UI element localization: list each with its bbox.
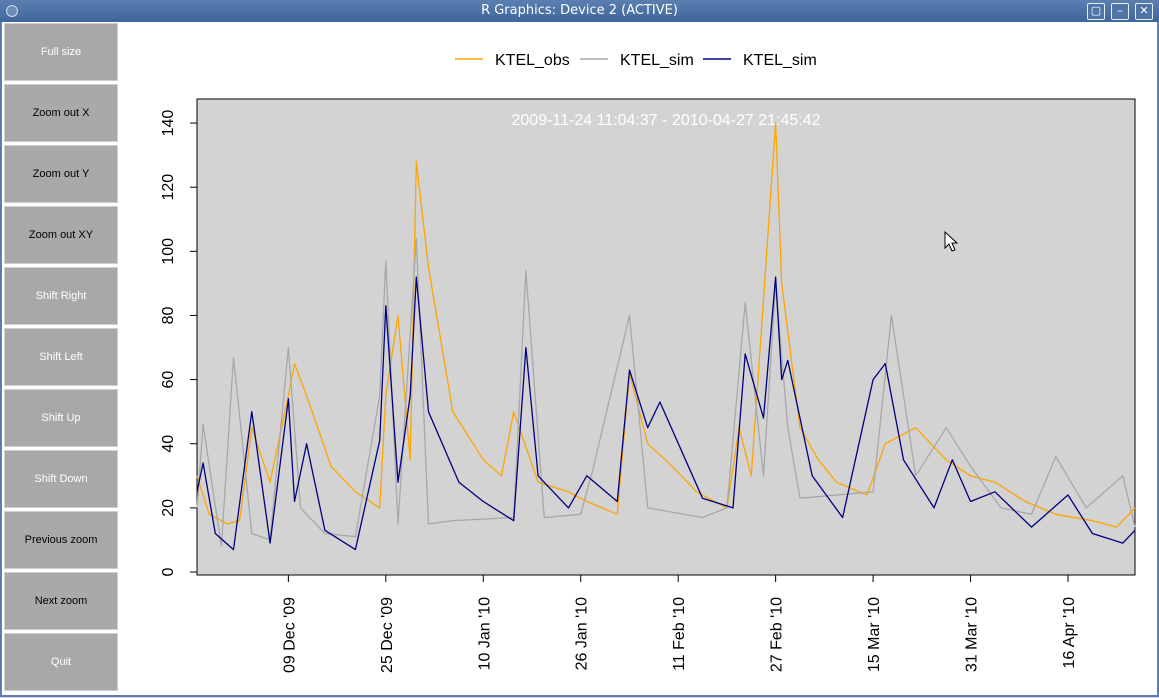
- sidebar-button-shift-left[interactable]: Shift Left: [4, 328, 118, 386]
- sidebar-button-zoom-out-y[interactable]: Zoom out Y: [4, 145, 118, 203]
- title-bar: R Graphics: Device 2 (ACTIVE) ▢ – ✕: [0, 0, 1159, 22]
- x-tick-label: 26 Jan '10: [574, 597, 591, 670]
- window-menu-icon[interactable]: [6, 5, 18, 17]
- plot-area[interactable]: 2009-11-24 11:04:37 - 2010-04-27 21:45:4…: [125, 22, 1155, 694]
- series-line-ktel_sim-2: [196, 237, 1136, 547]
- sidebar-button-next-zoom[interactable]: Next zoom: [4, 572, 118, 630]
- legend-label: KTEL_sim: [620, 52, 694, 69]
- mouse-cursor-icon: [944, 230, 959, 252]
- series-line-ktel_sim-3: [196, 276, 1136, 551]
- minimize-icon[interactable]: –: [1111, 3, 1129, 20]
- y-tick-label: 60: [160, 371, 177, 389]
- close-icon[interactable]: ✕: [1135, 3, 1153, 20]
- y-tick-label: 20: [160, 499, 177, 517]
- sidebar-button-shift-right[interactable]: Shift Right: [4, 267, 118, 325]
- plot-panel[interactable]: [196, 98, 1136, 576]
- sidebar-button-full-size[interactable]: Full size: [4, 23, 118, 81]
- y-tick-label: 120: [160, 174, 177, 201]
- sidebar-button-shift-down[interactable]: Shift Down: [4, 450, 118, 508]
- window-title: R Graphics: Device 2 (ACTIVE): [481, 3, 678, 18]
- x-tick-label: 27 Feb '10: [769, 597, 786, 672]
- x-tick-label: 10 Jan '10: [476, 597, 493, 670]
- y-tick-label: 0: [160, 567, 177, 576]
- sidebar-button-shift-up[interactable]: Shift Up: [4, 389, 118, 447]
- sidebar-button-quit[interactable]: Quit: [4, 633, 118, 691]
- sidebar-button-zoom-out-x[interactable]: Zoom out X: [4, 84, 118, 142]
- x-tick-label: 15 Mar '10: [866, 597, 883, 672]
- chart-svg[interactable]: 2009-11-24 11:04:37 - 2010-04-27 21:45:4…: [125, 22, 1155, 694]
- x-tick-label: 16 Apr '10: [1061, 597, 1078, 669]
- chart-title: 2009-11-24 11:04:37 - 2010-04-27 21:45:4…: [512, 112, 821, 129]
- legend-label: KTEL_sim: [743, 52, 817, 69]
- x-tick-label: 09 Dec '09: [281, 597, 298, 673]
- y-tick-label: 40: [160, 435, 177, 453]
- legend-label: KTEL_obs: [495, 52, 570, 69]
- x-tick-label: 31 Mar '10: [964, 597, 981, 672]
- zoom-sidebar: Full size Zoom out X Zoom out Y Zoom out XY…: [4, 23, 118, 694]
- y-tick-label: 80: [160, 306, 177, 324]
- y-tick-label: 140: [160, 110, 177, 137]
- series-line-ktel_obs-1: [196, 122, 1136, 528]
- sidebar-button-previous-zoom[interactable]: Previous zoom: [4, 511, 118, 569]
- y-tick-label: 100: [160, 238, 177, 265]
- maximize-icon[interactable]: ▢: [1087, 3, 1105, 20]
- x-tick-label: 11 Feb '10: [671, 597, 688, 671]
- x-tick-label: 25 Dec '09: [379, 597, 396, 673]
- sidebar-button-zoom-out-xy[interactable]: Zoom out XY: [4, 206, 118, 264]
